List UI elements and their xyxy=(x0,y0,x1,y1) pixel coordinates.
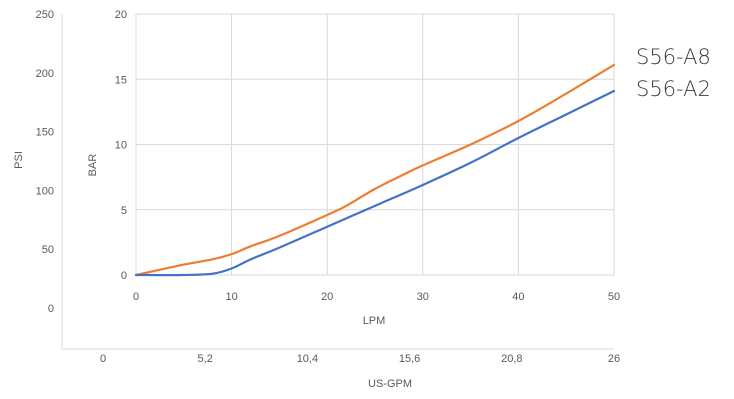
legend-label-s56-a8: S56-A8 xyxy=(636,45,711,69)
series-line-s56-a2 xyxy=(134,89,616,277)
secondary-y-tick-label: 100 xyxy=(36,185,54,197)
secondary-x-tick-label: 20,8 xyxy=(501,353,522,365)
series-lines xyxy=(134,63,616,277)
secondary-x-tick-label: 26 xyxy=(608,353,620,365)
secondary-x-axis-title: US-GPM xyxy=(368,378,412,390)
y-axis-ticks: 0 5 10 15 20 xyxy=(115,9,127,282)
x-tick-label: 10 xyxy=(225,291,237,303)
y-tick-label: 10 xyxy=(115,140,127,152)
secondary-x-tick-label: 15,6 xyxy=(399,353,420,365)
secondary-y-tick-label: 50 xyxy=(42,244,54,256)
secondary-y-axis-title: PSI xyxy=(13,151,25,169)
x-tick-label: 0 xyxy=(133,291,139,303)
y-tick-label: 15 xyxy=(115,74,127,86)
secondary-y-tick-label: 250 xyxy=(36,9,54,21)
x-tick-label: 30 xyxy=(417,291,429,303)
y-tick-label: 0 xyxy=(121,270,127,282)
x-axis-ticks: 0 10 20 30 40 50 xyxy=(133,291,620,303)
secondary-x-axis-ticks: 0 5,2 10,4 15,6 20,8 26 xyxy=(100,353,620,365)
x-axis-title: LPM xyxy=(363,315,386,327)
chart-frame xyxy=(61,14,614,350)
secondary-x-tick-label: 10,4 xyxy=(297,353,318,365)
secondary-y-tick-label: 200 xyxy=(36,68,54,80)
y-tick-label: 5 xyxy=(121,205,127,217)
secondary-x-tick-label: 5,2 xyxy=(198,353,213,365)
x-tick-label: 20 xyxy=(321,291,333,303)
y-axis-title: BAR xyxy=(87,154,99,177)
series-line-s56-a8 xyxy=(134,63,616,277)
x-tick-label: 50 xyxy=(608,291,620,303)
secondary-x-tick-label: 0 xyxy=(100,353,106,365)
secondary-y-axis-ticks: 0 50 100 150 200 250 xyxy=(36,9,54,315)
x-tick-label: 40 xyxy=(512,291,524,303)
gridlines xyxy=(135,13,615,276)
secondary-y-tick-label: 0 xyxy=(48,303,54,315)
legend-label-s56-a2: S56-A2 xyxy=(636,77,711,101)
secondary-y-tick-label: 150 xyxy=(36,127,54,139)
y-tick-label: 20 xyxy=(115,9,127,21)
